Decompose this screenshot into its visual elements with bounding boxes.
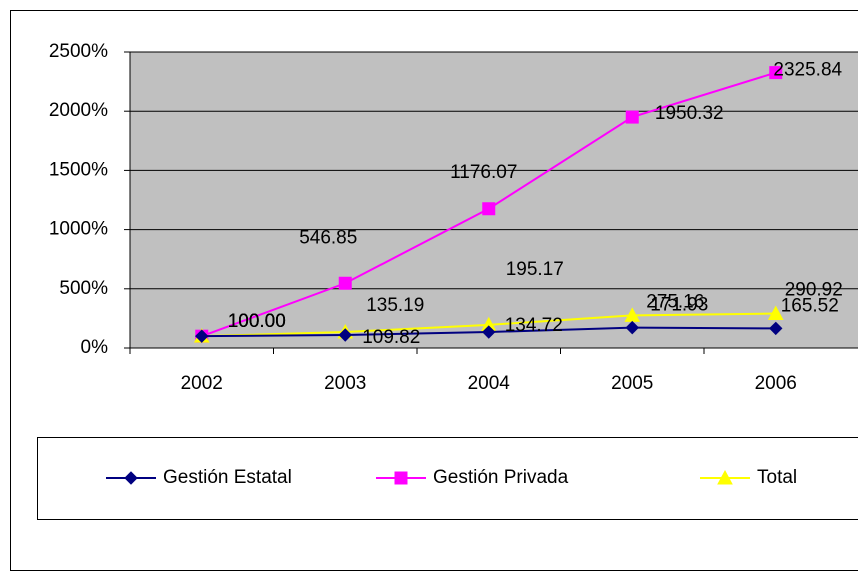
plot-area bbox=[130, 52, 858, 348]
legend-marker bbox=[124, 471, 138, 485]
x-tick-label: 2005 bbox=[611, 373, 653, 394]
data-point bbox=[769, 321, 783, 336]
data-label: 135.19 bbox=[366, 295, 424, 316]
x-tick-label: 2003 bbox=[324, 373, 366, 394]
data-point bbox=[625, 320, 639, 335]
data-label: 546.85 bbox=[299, 227, 357, 248]
y-tick-label: 2500% bbox=[49, 41, 108, 62]
data-label: 100.00 bbox=[228, 311, 286, 332]
y-tick-label: 1000% bbox=[49, 219, 108, 240]
data-point bbox=[482, 325, 496, 339]
data-label: 290.92 bbox=[785, 280, 843, 301]
data-label: 275.16 bbox=[646, 291, 704, 312]
data-label: 100.00 bbox=[228, 311, 286, 332]
y-tick-label: 1500% bbox=[49, 159, 108, 180]
data-label: 109.82 bbox=[362, 327, 420, 348]
data-label: 171.93 bbox=[650, 295, 708, 316]
y-tick-label: 0% bbox=[81, 337, 109, 358]
data-label: 134.72 bbox=[505, 315, 563, 336]
legend-label: Gestión Privada bbox=[433, 467, 569, 488]
legend-marker bbox=[717, 469, 733, 485]
data-label: 1176.07 bbox=[450, 162, 517, 183]
data-point bbox=[625, 110, 639, 124]
data-point bbox=[769, 66, 783, 80]
data-point bbox=[338, 276, 352, 290]
data-label: 100.00 bbox=[228, 311, 286, 332]
data-label: 165.52 bbox=[781, 295, 839, 316]
data-label: 2325.84 bbox=[773, 60, 842, 81]
y-tick-label: 2000% bbox=[49, 100, 108, 121]
data-point bbox=[338, 328, 352, 342]
legend-label: Total bbox=[757, 467, 797, 488]
x-tick-label: 2002 bbox=[181, 373, 223, 394]
legend-marker bbox=[394, 471, 408, 485]
legend-label: Gestión Estatal bbox=[163, 467, 292, 488]
x-tick-label: 2006 bbox=[755, 373, 797, 394]
data-label: 1950.32 bbox=[655, 103, 724, 124]
y-tick-label: 500% bbox=[59, 278, 108, 299]
data-point bbox=[482, 202, 496, 216]
data-point bbox=[195, 329, 209, 343]
data-label: 195.17 bbox=[506, 259, 564, 280]
data-point bbox=[767, 305, 784, 321]
x-tick-label: 2004 bbox=[468, 373, 511, 394]
